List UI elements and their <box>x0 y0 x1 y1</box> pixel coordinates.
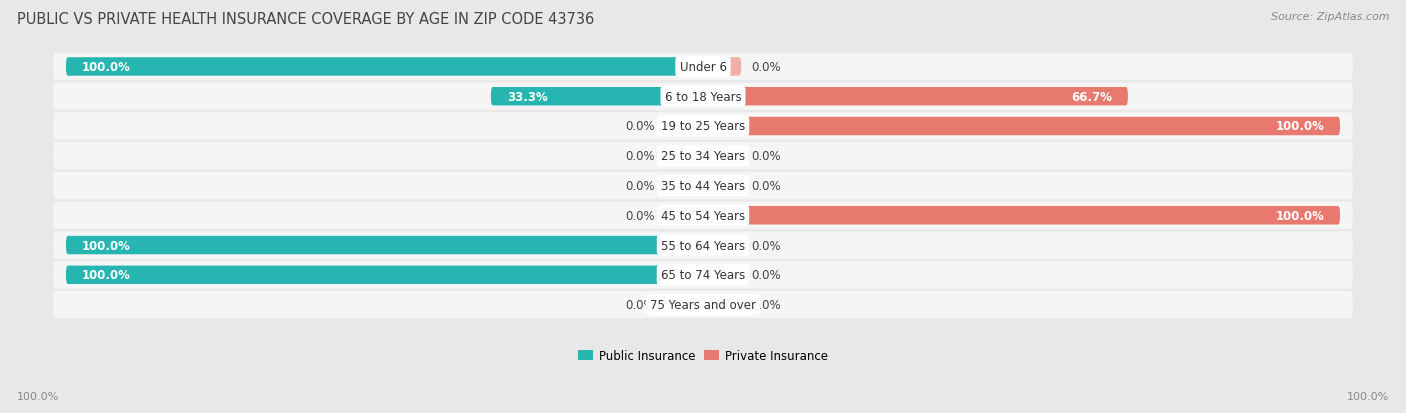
Text: 0.0%: 0.0% <box>751 239 780 252</box>
Text: 45 to 54 Years: 45 to 54 Years <box>661 209 745 222</box>
Text: 25 to 34 Years: 25 to 34 Years <box>661 150 745 163</box>
Text: 66.7%: 66.7% <box>1071 90 1112 104</box>
Legend: Public Insurance, Private Insurance: Public Insurance, Private Insurance <box>578 349 828 363</box>
Text: Under 6: Under 6 <box>679 61 727 74</box>
FancyBboxPatch shape <box>53 202 1353 229</box>
Text: 0.0%: 0.0% <box>626 298 655 311</box>
FancyBboxPatch shape <box>703 147 741 166</box>
Text: 0.0%: 0.0% <box>751 61 780 74</box>
FancyBboxPatch shape <box>53 54 1353 81</box>
Text: 19 to 25 Years: 19 to 25 Years <box>661 120 745 133</box>
FancyBboxPatch shape <box>53 83 1353 111</box>
Text: 100.0%: 100.0% <box>1347 391 1389 401</box>
FancyBboxPatch shape <box>53 261 1353 289</box>
Text: 35 to 44 Years: 35 to 44 Years <box>661 180 745 192</box>
FancyBboxPatch shape <box>53 291 1353 318</box>
FancyBboxPatch shape <box>665 206 703 225</box>
FancyBboxPatch shape <box>66 266 703 284</box>
Text: 0.0%: 0.0% <box>626 150 655 163</box>
Text: 0.0%: 0.0% <box>751 150 780 163</box>
FancyBboxPatch shape <box>665 296 703 314</box>
Text: 100.0%: 100.0% <box>82 239 131 252</box>
FancyBboxPatch shape <box>53 172 1353 200</box>
Text: 0.0%: 0.0% <box>626 209 655 222</box>
FancyBboxPatch shape <box>53 143 1353 170</box>
Text: 0.0%: 0.0% <box>751 298 780 311</box>
FancyBboxPatch shape <box>703 266 741 284</box>
Text: 75 Years and over: 75 Years and over <box>650 298 756 311</box>
Text: 65 to 74 Years: 65 to 74 Years <box>661 269 745 282</box>
Text: 100.0%: 100.0% <box>17 391 59 401</box>
Text: 100.0%: 100.0% <box>82 269 131 282</box>
FancyBboxPatch shape <box>66 58 703 76</box>
Text: 100.0%: 100.0% <box>1275 209 1324 222</box>
FancyBboxPatch shape <box>66 236 703 255</box>
FancyBboxPatch shape <box>665 117 703 136</box>
Text: 0.0%: 0.0% <box>626 120 655 133</box>
Text: Source: ZipAtlas.com: Source: ZipAtlas.com <box>1271 12 1389 22</box>
FancyBboxPatch shape <box>703 236 741 255</box>
FancyBboxPatch shape <box>703 58 741 76</box>
FancyBboxPatch shape <box>665 177 703 195</box>
Text: 0.0%: 0.0% <box>751 269 780 282</box>
FancyBboxPatch shape <box>703 88 1128 106</box>
Text: 0.0%: 0.0% <box>751 180 780 192</box>
Text: 100.0%: 100.0% <box>1275 120 1324 133</box>
Text: 55 to 64 Years: 55 to 64 Years <box>661 239 745 252</box>
FancyBboxPatch shape <box>491 88 703 106</box>
Text: 33.3%: 33.3% <box>506 90 547 104</box>
FancyBboxPatch shape <box>703 206 1340 225</box>
Text: PUBLIC VS PRIVATE HEALTH INSURANCE COVERAGE BY AGE IN ZIP CODE 43736: PUBLIC VS PRIVATE HEALTH INSURANCE COVER… <box>17 12 595 27</box>
Text: 6 to 18 Years: 6 to 18 Years <box>665 90 741 104</box>
Text: 100.0%: 100.0% <box>82 61 131 74</box>
FancyBboxPatch shape <box>53 113 1353 140</box>
Text: 0.0%: 0.0% <box>626 180 655 192</box>
FancyBboxPatch shape <box>703 117 1340 136</box>
FancyBboxPatch shape <box>703 296 741 314</box>
FancyBboxPatch shape <box>703 177 741 195</box>
FancyBboxPatch shape <box>53 232 1353 259</box>
FancyBboxPatch shape <box>665 147 703 166</box>
